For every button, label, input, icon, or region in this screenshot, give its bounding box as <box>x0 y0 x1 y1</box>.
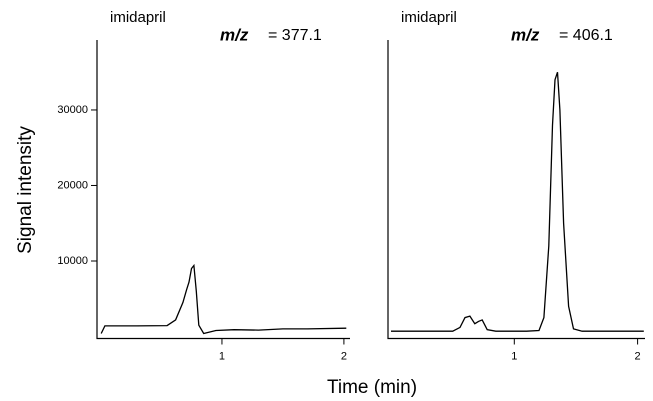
signal-trace <box>100 263 347 335</box>
panel-title: imidapril <box>401 9 457 26</box>
mz-label: m/z <box>220 25 249 44</box>
y-tick-label: 30000 <box>57 104 88 116</box>
x-tick-label: 1 <box>219 350 225 362</box>
panel-title: imidapril <box>110 9 166 26</box>
y-tick-label: 10000 <box>57 255 88 267</box>
y-axis-label: Signal intensity <box>15 126 36 254</box>
mz-value: = 377.1 <box>268 27 322 44</box>
y-tick-label: 20000 <box>57 179 88 191</box>
x-axis-label: Time (min) <box>327 377 417 398</box>
mz-value: = 406.1 <box>559 27 613 44</box>
axis-frame <box>387 40 645 340</box>
mz-label: m/z <box>511 25 540 44</box>
x-tick-label: 2 <box>635 350 641 362</box>
x-tick-label: 2 <box>341 350 347 362</box>
x-tick-label: 1 <box>511 350 517 362</box>
signal-trace <box>391 71 644 332</box>
axis-frame <box>96 40 350 340</box>
